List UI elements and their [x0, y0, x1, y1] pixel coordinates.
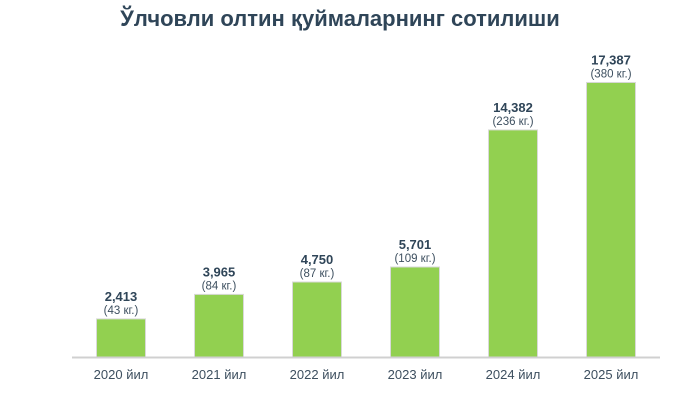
bar: [96, 318, 146, 358]
bar: [586, 81, 636, 358]
bar: [390, 266, 440, 358]
x-tick-label: 2024 йил: [486, 367, 541, 382]
data-label: 2,413: [105, 289, 138, 304]
data-label: 3,965: [203, 264, 236, 279]
x-tick-label: 2022 йил: [290, 367, 345, 382]
x-tick-label: 2023 йил: [388, 367, 443, 382]
chart-title: Ўлчовли олтин қуймаларнинг сотилиши: [120, 6, 560, 31]
data-label: 5,701: [399, 237, 432, 252]
data-label: 17,387: [591, 52, 631, 67]
data-label: 14,382: [493, 100, 533, 115]
data-label: 4,750: [301, 252, 334, 267]
x-tick-label: 2020 йил: [94, 367, 149, 382]
data-sublabel: (236 кг.): [492, 116, 533, 128]
x-tick-label: 2025 йил: [584, 367, 639, 382]
bar: [292, 281, 342, 358]
bar: [488, 129, 538, 358]
data-sublabel: (109 кг.): [394, 253, 435, 265]
data-sublabel: (87 кг.): [300, 268, 335, 280]
data-sublabel: (43 кг.): [104, 305, 139, 317]
data-sublabel: (84 кг.): [202, 280, 237, 292]
data-sublabel: (380 кг.): [590, 68, 631, 80]
bar: [194, 293, 244, 358]
x-tick-label: 2021 йил: [192, 367, 247, 382]
